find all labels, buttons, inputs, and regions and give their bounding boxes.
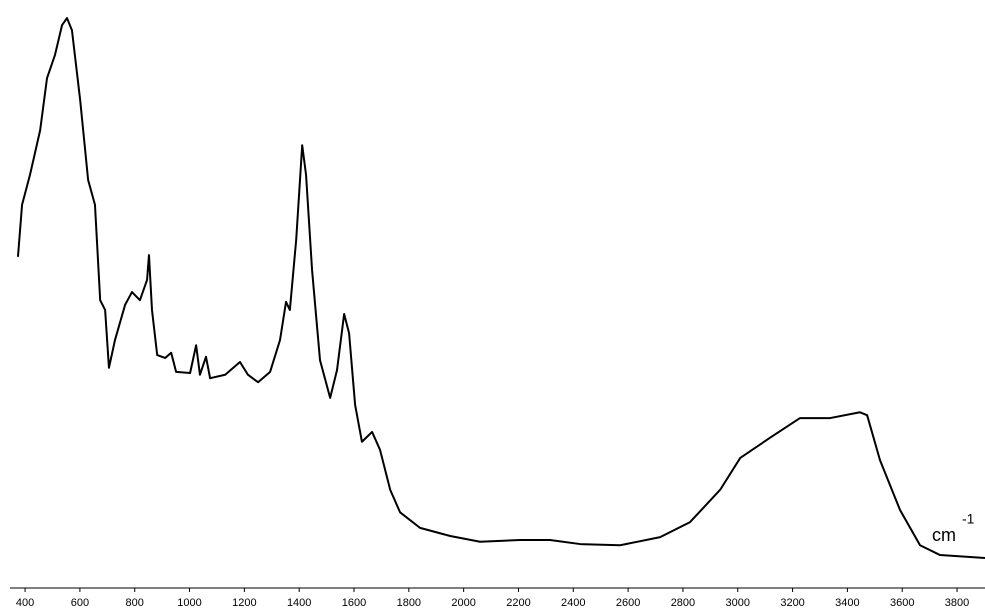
x-axis-label: cm (932, 525, 956, 545)
x-tick-label: 3200 (780, 597, 804, 609)
x-tick-label: 600 (71, 597, 89, 609)
x-tick-label: 2400 (561, 597, 585, 609)
spectrum-line (16, 17, 985, 559)
x-tick-label: 1000 (177, 597, 201, 609)
x-tick-label: 800 (126, 597, 144, 609)
x-tick-label: 400 (16, 597, 34, 609)
x-axis-label-superscript: -1 (962, 511, 975, 527)
x-tick-label: 3000 (726, 597, 750, 609)
x-tick-label: 2800 (671, 597, 695, 609)
x-tick-label: 1200 (232, 597, 256, 609)
x-tick-label: 2600 (616, 597, 640, 609)
x-tick-label: 3800 (945, 597, 969, 609)
x-tick-label: 2200 (506, 597, 530, 609)
x-tick-label: 1800 (397, 597, 421, 609)
x-tick-label: 2000 (451, 597, 475, 609)
x-tick-label: 1400 (287, 597, 311, 609)
x-tick-label: 3600 (890, 597, 914, 609)
x-tick-label: 3400 (835, 597, 859, 609)
x-tick-label: 1600 (342, 597, 366, 609)
